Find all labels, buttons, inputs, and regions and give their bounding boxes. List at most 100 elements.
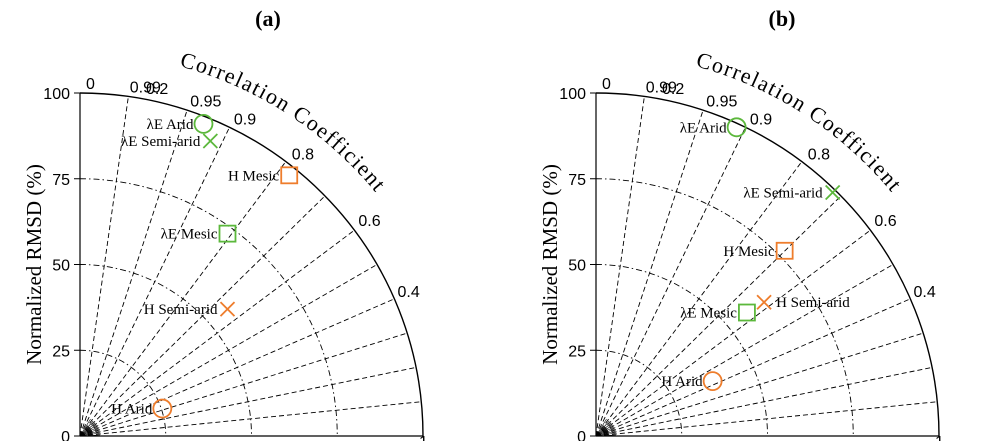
correlation-grid-line	[595, 127, 746, 437]
data-point-h-semi-arid: H Semi-arid	[144, 301, 236, 318]
correlation-grid-line	[79, 110, 188, 437]
rmsd-tick-label: 100	[559, 86, 586, 103]
correlation-tick-label: 0.95	[190, 94, 221, 111]
rmsd-tick-label: 100	[43, 86, 70, 103]
point-label: H Arid	[661, 374, 703, 390]
circle-marker	[702, 371, 723, 392]
square-marker	[280, 166, 299, 185]
data-point-h-arid: H Arid	[111, 398, 173, 419]
point-label: λE Semi-arid	[121, 134, 201, 150]
correlation-grid-line	[595, 366, 933, 437]
correlation-minor-line	[79, 424, 97, 437]
rmsd-tick-label: 25	[568, 343, 586, 360]
arc-axis-label: Correlation Coefficient	[178, 47, 392, 197]
rmsd-tick-label: 0	[61, 429, 70, 441]
data-point-le-mesic: λE Mesic	[680, 303, 756, 322]
correlation-grid-line	[79, 96, 129, 437]
correlation-grid-line	[595, 401, 938, 437]
correlation-tick-label: 1	[935, 434, 944, 441]
correlation-tick-label: 0	[602, 76, 611, 93]
point-label: H Semi-arid	[776, 295, 850, 311]
rmsd-tick-label: 75	[52, 172, 70, 189]
correlation-minor-line	[595, 422, 612, 437]
correlation-grid-line	[595, 96, 645, 437]
rmsd-tick-label: 50	[52, 258, 70, 275]
y-axis-label: Normalized RMSD (%)	[22, 164, 46, 365]
correlation-minor-line	[79, 418, 91, 437]
rmsd-tick-label: 0	[577, 429, 586, 441]
panel-title: (b)	[769, 6, 796, 31]
cross-marker-stroke	[202, 133, 218, 149]
correlation-minor-line	[595, 430, 616, 437]
data-point-h-arid: H Arid	[661, 371, 723, 392]
correlation-grid-line	[595, 110, 704, 437]
point-label: λE Mesic	[161, 227, 218, 243]
correlation-minor-line	[595, 424, 613, 437]
point-label: λE Arid	[680, 120, 727, 136]
rmsd-tick-label: 25	[52, 343, 70, 360]
correlation-tick-label: 0.2	[662, 81, 684, 98]
correlation-grid-line	[595, 264, 894, 437]
circle-marker	[726, 117, 747, 138]
correlation-minor-line	[595, 428, 615, 437]
rmsd-grid-arc	[79, 264, 252, 437]
correlation-tick-label: 0.9	[750, 111, 772, 128]
correlation-tick-label: 0	[86, 76, 95, 93]
cross-marker-stroke	[756, 294, 772, 310]
correlation-grid-line	[79, 332, 408, 437]
point-label: H Arid	[111, 402, 153, 418]
outer-arc	[595, 92, 940, 437]
point-label: H Semi-arid	[144, 302, 218, 318]
correlation-tick-label: 0.6	[358, 213, 380, 230]
correlation-tick-label: 0.2	[146, 81, 168, 98]
correlation-grid-line	[79, 195, 326, 437]
data-point-le-mesic: λE Mesic	[161, 224, 237, 243]
point-label: λE Arid	[147, 117, 194, 133]
correlation-tick-label: 0.9	[234, 111, 256, 128]
correlation-minor-line	[79, 426, 98, 437]
correlation-grid-line	[595, 332, 924, 437]
y-axis-label: Normalized RMSD (%)	[538, 164, 562, 365]
rmsd-grid-arc	[79, 178, 338, 437]
rmsd-grid-arc	[79, 349, 167, 437]
data-point-h-mesic: H Mesic	[228, 166, 299, 185]
panel-title: (a)	[255, 6, 281, 31]
correlation-tick-label: 1	[419, 434, 428, 441]
correlation-grid-line	[79, 264, 378, 437]
correlation-grid-line	[595, 229, 871, 437]
outer-arc	[79, 92, 424, 437]
correlation-tick-label: 0.4	[914, 284, 936, 301]
point-label: H Mesic	[723, 244, 775, 260]
correlation-minor-line	[595, 426, 614, 437]
square-marker	[775, 241, 794, 260]
correlation-minor-line	[79, 422, 96, 437]
circle-marker	[152, 398, 173, 419]
correlation-grid-line	[79, 127, 230, 437]
correlation-grid-line	[79, 298, 395, 437]
correlation-tick-label: 0.99	[130, 80, 161, 97]
correlation-grid-line	[79, 366, 417, 437]
correlation-grid-line	[79, 161, 287, 437]
correlation-grid-line	[595, 298, 911, 437]
correlation-tick-label: 0.6	[874, 213, 896, 230]
cross-marker-stroke	[825, 184, 841, 201]
data-point-h-mesic: H Mesic	[723, 241, 794, 260]
correlation-minor-line	[79, 428, 99, 437]
square-marker	[218, 224, 237, 243]
rmsd-grid-arc	[595, 178, 854, 437]
correlation-grid-line	[79, 401, 422, 437]
data-point-h-semi-arid: H Semi-arid	[756, 294, 850, 311]
arc-axis-label-text: Correlation Coefficient	[178, 47, 391, 197]
correlation-minor-line	[595, 418, 607, 437]
correlation-minor-line	[79, 420, 94, 437]
point-label: λE Semi-arid	[743, 185, 823, 201]
correlation-tick-label: 0.4	[398, 284, 420, 301]
data-point-le-semi-arid: λE Semi-arid	[743, 184, 841, 201]
square-marker	[738, 303, 756, 322]
point-label: H Mesic	[228, 168, 280, 184]
correlation-grid-line	[595, 161, 803, 437]
correlation-tick-label: 0.8	[808, 147, 830, 164]
rmsd-tick-label: 50	[568, 258, 586, 275]
circle-marker	[193, 113, 214, 134]
correlation-minor-line	[595, 420, 610, 437]
